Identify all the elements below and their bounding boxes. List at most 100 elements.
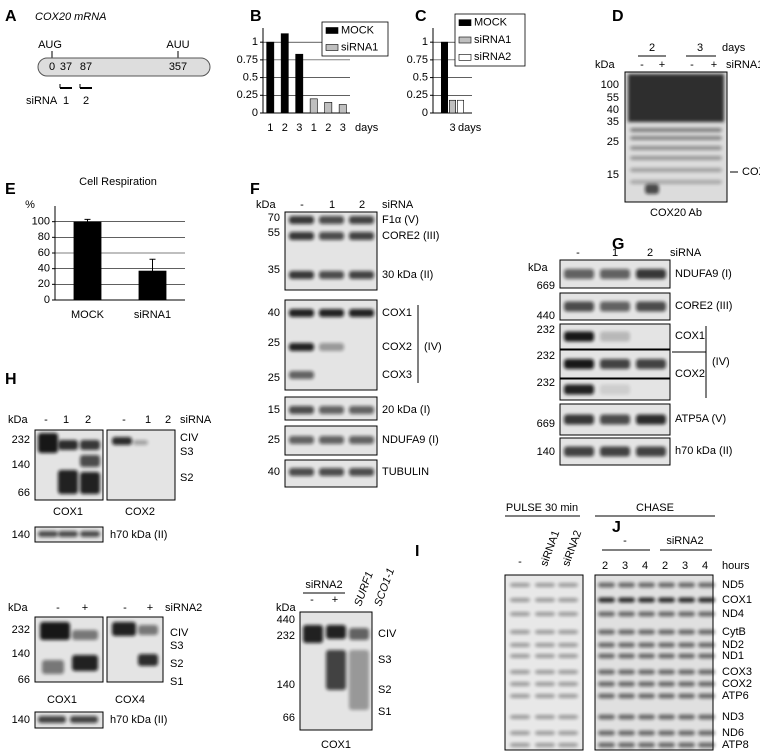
blot-band: [510, 694, 530, 698]
blot-band: [600, 301, 630, 312]
marker: 669: [537, 418, 555, 430]
marker: 35: [607, 116, 619, 128]
blot-band: [598, 730, 615, 736]
band-label: h70 kDa (II): [675, 445, 732, 457]
y-tick-label: 0.5: [243, 71, 258, 83]
bar: [440, 41, 448, 114]
band-label: COX1: [382, 307, 412, 319]
blot-band: [598, 669, 615, 675]
mrna-title: COX20 mRNA: [35, 11, 107, 23]
blot-band: [618, 742, 635, 748]
marker: 25: [268, 434, 280, 446]
blot-band: [289, 406, 314, 414]
blot-band: [326, 625, 346, 639]
bar: [295, 53, 304, 114]
x-tick-label: 2: [325, 122, 331, 134]
marker: 70: [268, 212, 280, 224]
blot-band: [698, 642, 715, 648]
blot-band: [638, 742, 655, 748]
group-label: siRNA2: [666, 535, 703, 547]
lane-label: -: [518, 556, 522, 568]
blot-band: [510, 670, 530, 674]
band-label: CIV: [180, 432, 199, 444]
blot-band: [630, 156, 722, 160]
time-label: 2: [662, 560, 668, 572]
blot-band: [72, 655, 98, 671]
blot-band: [80, 531, 100, 537]
blot-band: [636, 301, 666, 312]
band-label: NDUFA9 (I): [675, 268, 732, 280]
treatment: siRNA: [670, 247, 702, 259]
band-label: ATP5A (V): [675, 413, 726, 425]
blot-band: [564, 301, 594, 312]
x-tick-label: siRNA1: [134, 309, 171, 321]
time-label: 2: [602, 560, 608, 572]
mrna-bar: [37, 57, 211, 77]
y-tick-label: 0.75: [407, 54, 428, 66]
blot-band: [698, 730, 715, 736]
blot-band: [678, 742, 695, 748]
lane-label: 1: [145, 414, 151, 426]
bar: [448, 99, 456, 114]
blot-band: [638, 693, 655, 699]
x-tick-label: 1: [267, 122, 273, 134]
blot-band: [698, 597, 715, 603]
blot-band: [319, 232, 344, 240]
marker: 669: [537, 280, 555, 292]
blot-label: COX1: [321, 739, 351, 751]
y-tick-label: 20: [38, 278, 50, 290]
blot-band: [535, 630, 555, 634]
blot-band: [289, 468, 314, 476]
y-tick-label: 0.25: [237, 89, 258, 101]
panel-label: C: [415, 8, 427, 25]
panel-label: B: [250, 8, 262, 25]
marker: 40: [268, 466, 280, 478]
treatment: siRNA1: [726, 59, 760, 71]
treatment: siRNA: [180, 414, 212, 426]
lane-label: -: [690, 59, 694, 71]
band-label: ND2: [722, 639, 744, 651]
blot-band: [618, 693, 635, 699]
blot-band: [349, 406, 374, 414]
blot-band: [598, 714, 615, 720]
y-tick-label: 0: [422, 107, 428, 119]
blot-band: [638, 582, 655, 588]
marker: 232: [537, 377, 555, 389]
blot-band: [698, 582, 715, 588]
band-label: COX20: [742, 166, 760, 178]
blot-band: [638, 669, 655, 675]
blot-band: [638, 629, 655, 635]
kda-label: kDa: [528, 262, 548, 274]
x-axis-label: days: [458, 122, 482, 134]
marker: 440: [277, 614, 295, 626]
band-label: ND1: [722, 650, 744, 662]
group-label: 3: [697, 42, 703, 54]
y-tick-label: 0: [252, 107, 258, 119]
blot-band: [638, 653, 655, 659]
band-label: CORE2 (III): [675, 300, 732, 312]
blot-band: [535, 612, 555, 616]
marker: 55: [607, 92, 619, 104]
blot-band: [535, 583, 555, 587]
blot-band: [658, 611, 675, 617]
lane-label: -: [123, 602, 127, 614]
blot-band: [535, 715, 555, 719]
blot-band: [698, 693, 715, 699]
blot-band: [138, 625, 158, 635]
blot-band: [326, 650, 346, 690]
y-tick-label: 0.5: [413, 71, 428, 83]
legend-swatch: [325, 44, 339, 51]
blot-band: [698, 653, 715, 659]
blot-band: [618, 629, 635, 635]
marker: 232: [12, 434, 30, 446]
group-label: -: [623, 535, 627, 547]
blot-band: [58, 440, 78, 450]
band-label: F1α (V): [382, 214, 419, 226]
blot-band: [72, 630, 98, 640]
x-tick-label: 3: [296, 122, 302, 134]
blot-band: [510, 654, 530, 658]
blot-band: [40, 622, 70, 640]
lane-label: -: [56, 602, 60, 614]
time-label: 4: [702, 560, 708, 572]
loading-label: h70 kDa (II): [110, 714, 167, 726]
